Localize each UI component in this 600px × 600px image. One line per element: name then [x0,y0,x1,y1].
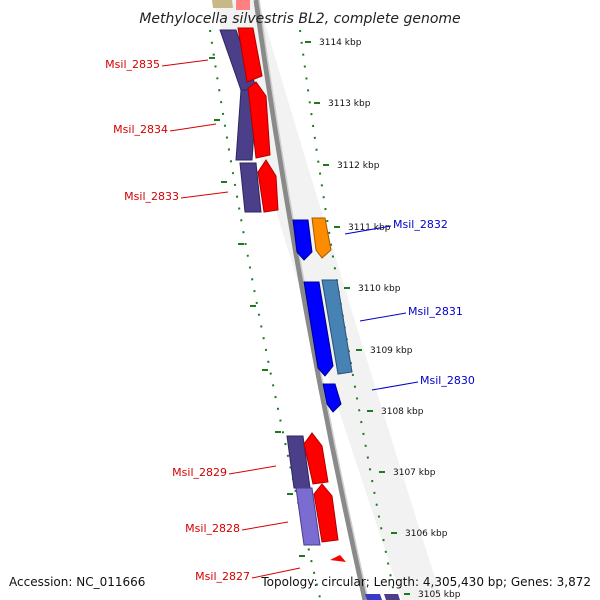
accession-text: Accession: NC_011666 [9,575,145,589]
leader-line-msil-2834 [169,123,217,132]
gene-label-msil-2835[interactable]: Msil_2835 [105,58,160,71]
gene-bottom-navy [384,594,400,600]
gene-red-2835 [237,27,263,83]
tick-label-3108: 3108 kbp [381,407,424,417]
tick-label-3113: 3113 kbp [328,99,371,109]
gene-label-msil-2830[interactable]: Msil_2830 [420,374,475,387]
leader-line-msil-2832 [344,225,392,235]
gene-msil-2831-blue [303,281,334,377]
leader-line-msil-2828 [241,521,289,531]
gene-msil-2830 [322,383,342,413]
gene-msil-2828 [295,487,321,546]
gene-msil-2832-blue [292,219,313,261]
leader-line-msil-2830 [371,381,419,391]
gene-msil-2833 [239,162,262,213]
tick-label-3110: 3110 kbp [358,284,401,294]
leader-line-msil-2831 [359,312,407,322]
topology-text: Topology: circular; Length: 4,305,430 bp… [260,575,591,589]
gene-top-red [236,0,250,10]
tick-label-3112: 3112 kbp [337,161,380,171]
tick-label-3111: 3111 kbp [348,223,391,233]
right-strand-genes [292,217,400,600]
tick-label-3107: 3107 kbp [393,468,436,478]
ring-outline-dots [209,29,396,599]
leader-line-msil-2829 [228,465,277,475]
gene-red-2827 [330,555,346,562]
gene-label-msil-2833[interactable]: Msil_2833 [124,190,179,203]
gene-red-2833 [257,159,279,213]
leader-line-msil-2833 [180,191,229,199]
tick-label-3106: 3106 kbp [405,529,448,539]
gene-red-2828 [313,483,339,543]
forward-strand-genes-red [236,0,346,562]
gene-msil-2832-orange [311,217,332,259]
tick-label-3109: 3109 kbp [370,346,413,356]
kbp-ticks: 3114 kbp 3113 kbp 3112 kbp 3111 kbp 3110 kbp… [209,38,461,600]
gene-bottom-blue [365,594,382,600]
leader-line-msil-2827 [251,567,301,579]
gene-label-msil-2827[interactable]: Msil_2827 [195,570,250,583]
reverse-strand-genes [212,0,321,546]
gene-label-msil-2832[interactable]: Msil_2832 [393,218,448,231]
tick-label-3105: 3105 kbp [418,590,461,600]
gene-label-msil-2831[interactable]: Msil_2831 [408,305,463,318]
gene-feature-top-left [212,0,233,8]
gene-msil-2831-steel [321,279,353,375]
gene-red-2829 [303,432,329,485]
gene-labels: Msil_2835 Msil_2834 Msil_2833 Msil_2832 Msil… [105,58,475,583]
gene-red-2834 [247,81,271,159]
leader-line-msil-2835 [161,59,209,67]
gene-label-msil-2829[interactable]: Msil_2829 [172,466,227,479]
map-title: Methylocella silvestris BL2, complete ge… [139,11,460,27]
tick-label-3114: 3114 kbp [319,38,362,48]
gene-label-msil-2834[interactable]: Msil_2834 [113,123,168,136]
gene-label-msil-2828[interactable]: Msil_2828 [185,522,240,535]
